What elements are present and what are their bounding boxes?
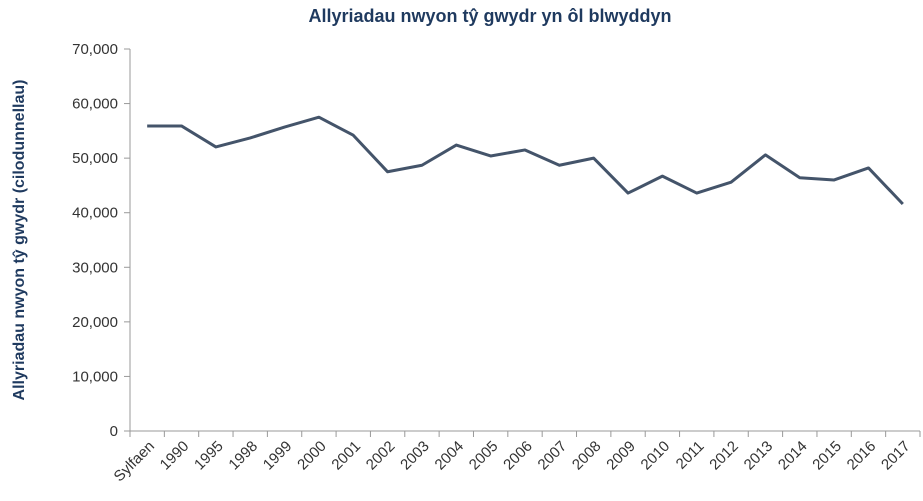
x-tick-label: 1998	[225, 438, 261, 474]
x-tick-label: 2008	[569, 438, 605, 474]
x-tick-label: 2005	[466, 438, 502, 474]
y-tick-label: 10,000	[72, 368, 118, 385]
y-tick-label: 50,000	[72, 150, 118, 167]
x-tick-label: 2007	[535, 438, 571, 474]
x-tick-label: 1999	[260, 438, 296, 474]
chart-title: Allyriadau nwyon tŷ gwydr yn ôl blwyddyn	[308, 6, 671, 26]
x-tick-label: 2014	[775, 438, 811, 474]
y-tick-label: 0	[110, 423, 118, 440]
y-tick-label: 20,000	[72, 314, 118, 331]
y-axis-label: Allyriadau nwyon tŷ gwydr (cilodunnellau…	[11, 80, 28, 401]
x-tick-label: 2010	[638, 438, 674, 474]
x-tick-label: 2009	[603, 438, 639, 474]
x-tick-label: 2011	[673, 438, 708, 473]
x-tick-label: 2003	[397, 438, 433, 474]
x-tick-label: 2001	[328, 438, 364, 474]
x-tick-label: 2000	[294, 438, 330, 474]
x-tick-label: 2006	[500, 438, 536, 474]
y-tick-label: 60,000	[72, 96, 118, 113]
y-tick-label: 40,000	[72, 205, 118, 222]
x-tick-label: 2004	[432, 438, 468, 474]
x-tick-label: 2002	[363, 438, 399, 474]
x-tick-label: Sylfaen	[111, 438, 158, 485]
x-tick-label: 1995	[191, 438, 227, 474]
x-tick-label: 2016	[844, 438, 880, 474]
x-tick-label: 1990	[157, 438, 193, 474]
x-tick-label: 2015	[809, 438, 845, 474]
x-tick-label: 2017	[878, 438, 914, 474]
y-tick-label: 30,000	[72, 259, 118, 276]
data-line	[147, 115, 904, 206]
y-tick-label: 70,000	[72, 41, 118, 58]
x-tick-label: 2013	[741, 438, 777, 474]
x-tick-label: 2012	[706, 438, 742, 474]
